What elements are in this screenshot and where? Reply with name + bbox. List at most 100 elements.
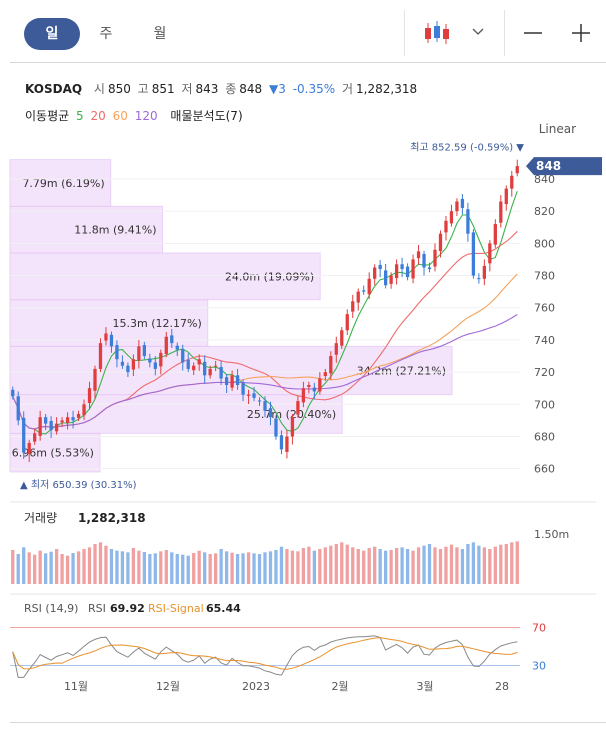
volume-bar xyxy=(471,542,476,584)
volume-bar xyxy=(175,554,179,584)
y-tick-label: 800 xyxy=(534,237,555,250)
plus-icon[interactable] xyxy=(568,20,594,46)
volume-bar xyxy=(268,551,273,584)
chevron-down-icon[interactable] xyxy=(470,24,486,38)
candle-body xyxy=(109,334,114,347)
candle-body xyxy=(422,253,426,268)
candle-body xyxy=(159,352,163,367)
volume-panel: 거래량 1,282,318 1.50m xyxy=(10,501,596,595)
volume-bar xyxy=(98,542,103,584)
volume-bar xyxy=(71,553,75,584)
candle-body xyxy=(312,387,316,392)
volume-bar xyxy=(241,553,245,584)
volume-bar xyxy=(438,549,443,584)
candles xyxy=(11,159,519,462)
last-price-tag xyxy=(526,157,602,176)
volume-bar xyxy=(131,548,136,584)
scale-mode-button[interactable]: Linear xyxy=(538,122,576,136)
candle-body xyxy=(488,243,492,264)
volume-bar xyxy=(104,545,108,584)
symbol: KOSDAQ xyxy=(25,82,83,96)
x-tick-label: 11월 xyxy=(64,680,88,693)
ma-label: 이동평균 xyxy=(25,109,70,123)
volume-bar xyxy=(290,550,295,584)
candle-body xyxy=(307,384,311,387)
candle-body xyxy=(345,314,349,331)
ma120-label: 120 xyxy=(134,109,158,123)
volume-bar xyxy=(44,553,48,584)
volume-bar xyxy=(93,544,97,584)
volume-profile-label: 24.0m (19.09%) xyxy=(225,270,314,283)
volume-bar xyxy=(329,545,333,584)
ma5-label: 5 xyxy=(76,109,84,123)
volume-bar xyxy=(148,554,152,584)
candle-body xyxy=(400,264,404,270)
volume-bar xyxy=(285,549,289,584)
candle-body xyxy=(373,267,377,279)
volume-bar xyxy=(384,550,388,584)
candle-body xyxy=(394,264,399,279)
chart-bottom-border xyxy=(10,722,606,723)
volume-bar xyxy=(219,549,223,584)
y-tick-label: 780 xyxy=(534,270,555,283)
volume-bar xyxy=(49,551,53,584)
rsi-line xyxy=(12,635,518,678)
candle-body xyxy=(263,401,267,411)
candle-body xyxy=(499,201,503,223)
volume-bar xyxy=(460,549,465,584)
candle-body xyxy=(296,401,300,415)
volume-bar xyxy=(482,547,486,584)
candle-body xyxy=(493,224,497,245)
volume-label: 거 xyxy=(342,82,354,96)
candle-body xyxy=(142,345,146,357)
y-tick-label: 720 xyxy=(534,366,555,379)
tab-daily[interactable]: 일 xyxy=(24,18,80,50)
volume-bar xyxy=(87,547,92,584)
candle-body xyxy=(471,232,476,276)
candle-body xyxy=(27,442,31,454)
volume-bar xyxy=(351,547,355,584)
volume-bar xyxy=(192,553,196,584)
candle-body xyxy=(186,359,190,369)
candle-body xyxy=(257,400,262,402)
rsi-signal-name: RSI-Signal xyxy=(148,602,204,615)
volume-bar xyxy=(252,553,256,584)
volume-bar xyxy=(224,551,229,584)
candle-body xyxy=(460,198,465,208)
candle-body xyxy=(334,343,338,355)
candle-body xyxy=(411,259,415,279)
candle-body xyxy=(235,375,240,385)
volume-bar xyxy=(345,544,349,584)
volume-bar xyxy=(142,552,146,584)
rsi-level-30: 30 xyxy=(532,660,546,673)
volume-bar xyxy=(279,546,284,584)
volume-bar xyxy=(416,547,421,584)
volume-bar xyxy=(257,554,262,584)
candle-body xyxy=(449,211,454,224)
max-price-label: 최고 852.59 (-0.59%) ▼ xyxy=(410,142,524,154)
tab-weekly[interactable]: 주 xyxy=(99,26,113,42)
y-tick-label: 680 xyxy=(534,430,555,443)
close-value: 848 xyxy=(239,82,263,96)
volume-bar xyxy=(405,549,410,584)
minus-icon[interactable] xyxy=(520,22,546,44)
volume-bar xyxy=(367,548,371,584)
volume-bar xyxy=(11,550,15,584)
candle-body xyxy=(104,333,108,341)
volume-bar xyxy=(455,547,459,584)
candle-body xyxy=(477,278,481,280)
volume-bar xyxy=(214,553,218,584)
x-axis: 11월 12월 2023 2월 3월 28 xyxy=(64,680,509,693)
volume-bar xyxy=(137,550,141,584)
candle-body xyxy=(214,365,218,367)
toolbar-divider xyxy=(404,10,405,56)
tab-monthly[interactable]: 월 xyxy=(153,26,167,42)
candlestick-icon[interactable] xyxy=(420,20,454,46)
volume-bar xyxy=(27,552,31,584)
high-value: 851 xyxy=(151,82,175,96)
candle-body xyxy=(22,417,26,453)
volume-profile-label: 15.3m (12.17%) xyxy=(113,317,202,330)
candle-body xyxy=(137,346,141,361)
volume-bar xyxy=(120,551,125,584)
